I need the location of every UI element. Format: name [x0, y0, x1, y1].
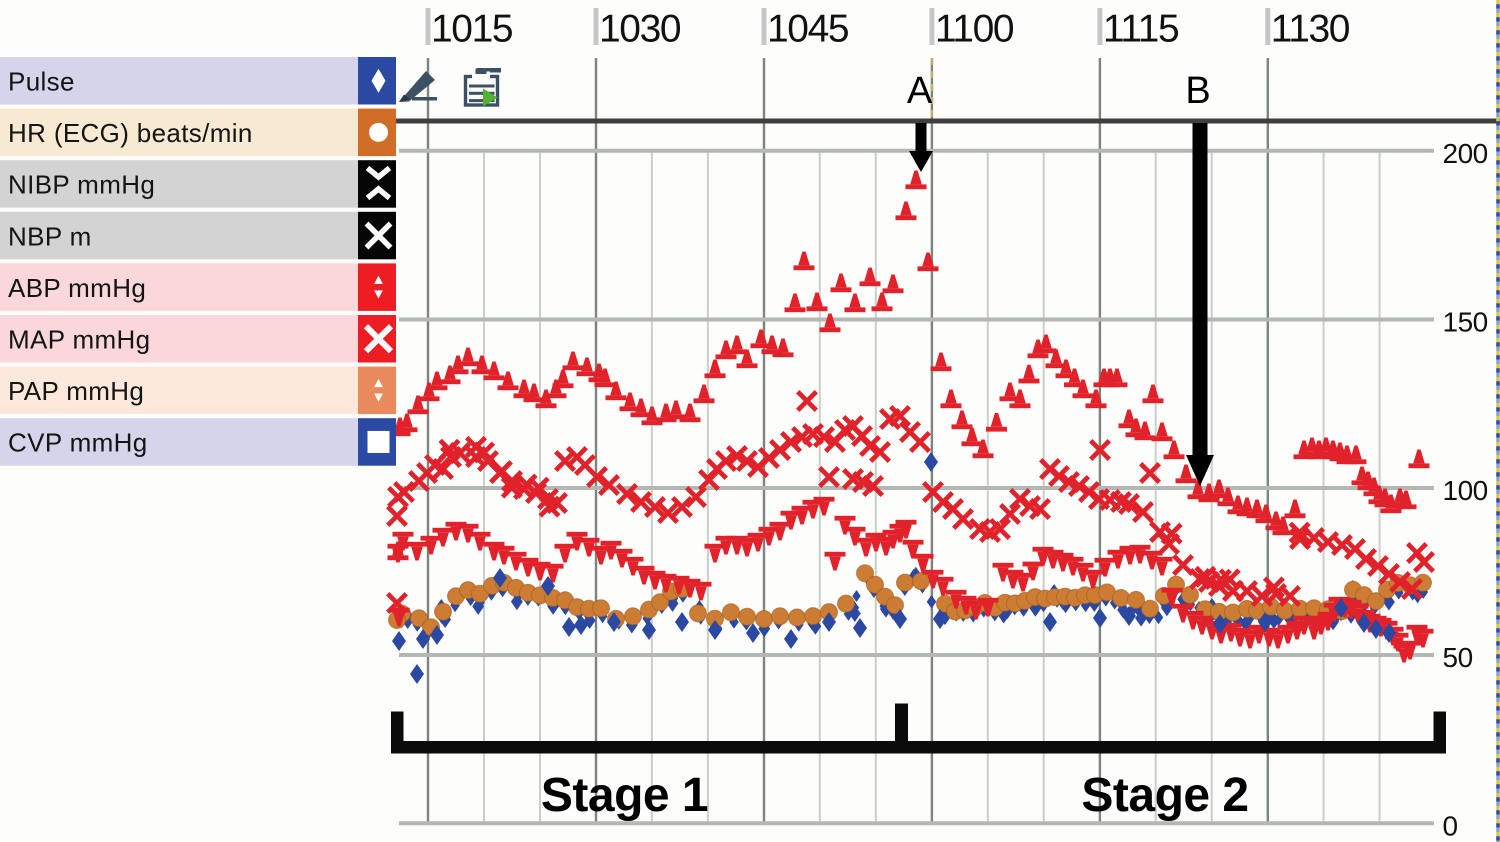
svg-text:200: 200 — [1443, 138, 1488, 169]
svg-text:50: 50 — [1443, 642, 1473, 673]
svg-text:1030: 1030 — [599, 8, 681, 51]
svg-text:HR (ECG) beats/min: HR (ECG) beats/min — [8, 118, 253, 148]
svg-text:1130: 1130 — [1271, 8, 1350, 51]
svg-text:1100: 1100 — [935, 8, 1014, 51]
svg-text:0: 0 — [1443, 810, 1458, 841]
svg-text:NIBP mmHg: NIBP mmHg — [8, 170, 155, 200]
svg-text:1015: 1015 — [431, 8, 513, 51]
svg-text:100: 100 — [1443, 475, 1488, 506]
svg-text:1115: 1115 — [1103, 8, 1179, 51]
svg-text:Pulse: Pulse — [8, 67, 75, 97]
svg-text:150: 150 — [1443, 307, 1488, 338]
svg-text:Stage 1: Stage 1 — [541, 769, 708, 822]
svg-text:B: B — [1185, 70, 1210, 112]
svg-text:CVP mmHg: CVP mmHg — [8, 428, 148, 458]
svg-text:Stage 2: Stage 2 — [1081, 769, 1248, 822]
svg-text:ABP mmHg: ABP mmHg — [8, 273, 146, 303]
svg-text:MAP mmHg: MAP mmHg — [8, 325, 150, 355]
svg-text:A: A — [907, 70, 933, 112]
svg-text:NBP m: NBP m — [8, 221, 92, 251]
svg-text:1045: 1045 — [767, 8, 849, 51]
svg-text:PAP mmHg: PAP mmHg — [8, 376, 144, 406]
